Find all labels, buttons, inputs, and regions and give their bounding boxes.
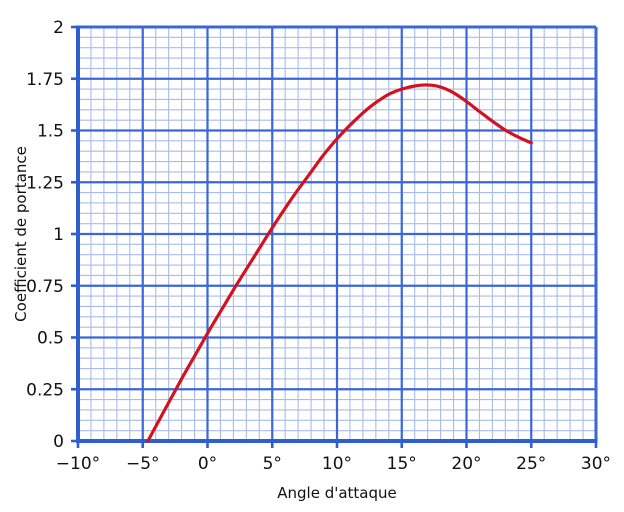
x-tick-label: 5° (263, 454, 282, 474)
y-tick-label: 0.5 (37, 329, 64, 349)
x-tick-label: 20° (451, 454, 481, 474)
y-tick-label: 1.25 (26, 173, 64, 193)
y-tick-label: 1.5 (37, 122, 64, 142)
axis-ticks (71, 25, 598, 448)
lift-curve (146, 83, 533, 443)
y-tick-label: 1.75 (26, 70, 64, 90)
plot-frame (76, 25, 598, 443)
y-tick-label: 0.25 (26, 380, 64, 400)
y-tick-label: 0 (53, 432, 64, 452)
y-tick-label: 0.75 (26, 277, 64, 297)
y-tick-label: 1 (53, 225, 64, 245)
x-tick-label: 15° (387, 454, 417, 474)
x-tick-labels: −10° −5° 0° 5° 10° 15° 20° 25° 30° (56, 454, 611, 474)
x-tick-label: 30° (581, 454, 611, 474)
x-axis-title: Angle d'attaque (277, 484, 397, 502)
x-tick-label: −10° (56, 454, 100, 474)
y-tick-labels: 0 0.25 0.5 0.75 1 1.25 1.5 1.75 2 (26, 18, 64, 452)
x-tick-label: 25° (516, 454, 546, 474)
x-tick-label: −5° (126, 454, 160, 474)
x-tick-label: 0° (198, 454, 217, 474)
y-tick-label: 2 (53, 18, 64, 38)
y-axis-title: Coefficient de portance (12, 146, 30, 322)
x-tick-label: 10° (322, 454, 352, 474)
